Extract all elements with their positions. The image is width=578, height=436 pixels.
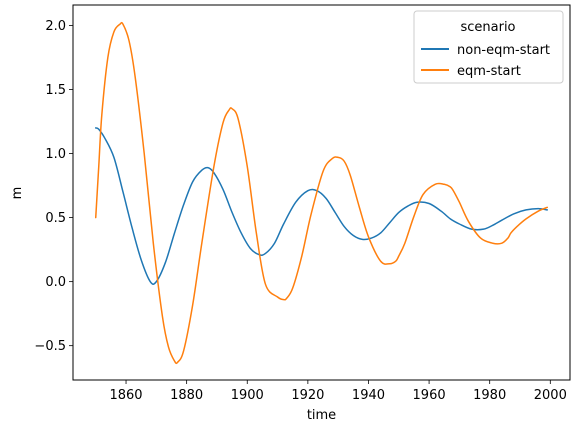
x-tick-label: 1860 — [109, 388, 142, 403]
y-tick-label: 0.0 — [45, 275, 66, 290]
x-axis-ticks: 1860 1880 1900 1920 1940 1960 1980 2000 — [109, 380, 567, 403]
plot-area-frame — [72, 4, 571, 381]
y-axis-ticks: −0.5 0.0 0.5 1.0 1.5 2.0 — [34, 19, 73, 354]
x-tick-label: 1920 — [291, 388, 324, 403]
x-tick-label: 1940 — [352, 388, 385, 403]
legend-label-non-eqm-start: non-eqm-start — [457, 43, 550, 58]
y-tick-label: 1.5 — [45, 83, 66, 98]
x-axis-label: time — [307, 408, 336, 423]
x-tick-label: 1880 — [170, 388, 203, 403]
x-tick-label: 1980 — [473, 388, 506, 403]
series-layer — [94, 21, 549, 365]
x-tick-label: 1960 — [413, 388, 446, 403]
legend-label-eqm-start: eqm-start — [457, 64, 521, 79]
y-axis-label: m — [10, 187, 25, 200]
legend-box — [413, 10, 564, 84]
x-tick-label: 1900 — [231, 388, 264, 403]
y-tick-label: 1.0 — [45, 147, 66, 162]
y-tick-label: 0.5 — [45, 211, 66, 226]
y-tick-label: 2.0 — [45, 19, 66, 34]
y-tick-label: −0.5 — [34, 339, 66, 354]
legend: scenario non-eqm-start eqm-start — [413, 10, 564, 84]
x-tick-label: 2000 — [534, 388, 567, 403]
series-line-eqm-start — [94, 21, 549, 365]
legend-title: scenario — [460, 20, 515, 35]
